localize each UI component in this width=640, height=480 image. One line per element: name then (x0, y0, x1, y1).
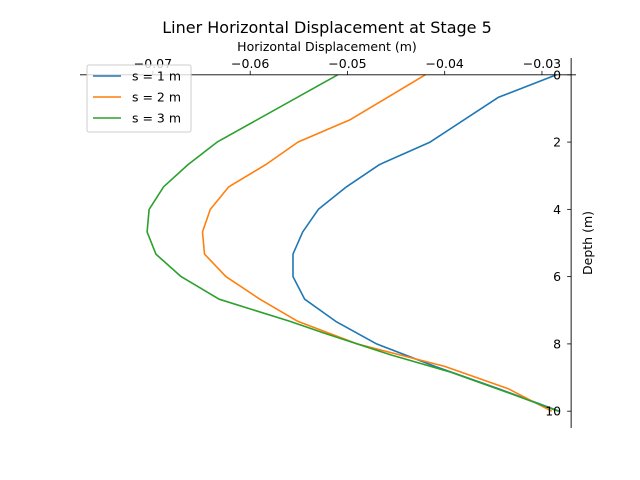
y-tick-label: 6 (553, 269, 561, 284)
legend-label-1: s = 1 m (132, 69, 181, 84)
legend-label-3: s = 3 m (132, 111, 181, 126)
legend-frame (86, 64, 192, 133)
x-tick-label: −0.05 (328, 56, 366, 71)
chart-title: Liner Horizontal Displacement at Stage 5 (162, 18, 492, 37)
series-layer (146, 74, 560, 412)
legend: s = 1 m s = 2 m s = 3 m (86, 64, 192, 133)
x-tick-label: −0.06 (231, 56, 269, 71)
series-line-1 (292, 74, 560, 412)
y-tick-label: 2 (553, 135, 561, 150)
x-tick-label: −0.04 (426, 56, 464, 71)
x-tick-label: −0.03 (523, 56, 561, 71)
y-tick-label: 10 (545, 404, 561, 419)
x-axis-label: Horizontal Displacement (m) (237, 39, 417, 54)
legend-label-2: s = 2 m (132, 90, 181, 105)
y-tick-label: 8 (553, 336, 561, 351)
y-axis-label: Depth (m) (580, 211, 595, 275)
series-line-3 (146, 74, 559, 412)
y-tick-label: 4 (553, 202, 561, 217)
y-tick-label: 0 (553, 67, 561, 82)
y-ticks: 0 2 4 6 8 10 (545, 67, 572, 419)
x-ticks: −0.07 −0.06 −0.05 −0.04 −0.03 (134, 56, 561, 75)
series-line-2 (201, 74, 553, 412)
